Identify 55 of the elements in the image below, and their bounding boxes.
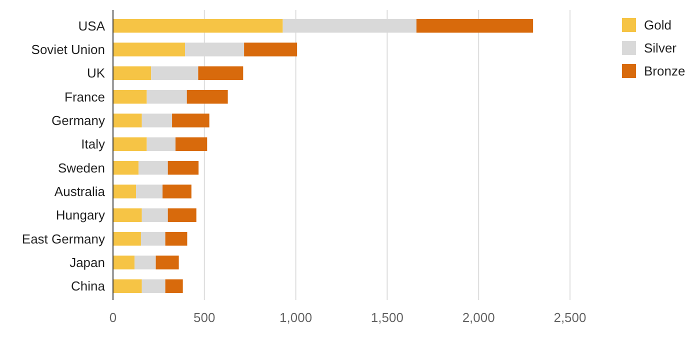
bar — [113, 18, 283, 33]
y-tick-label: Germany — [52, 113, 106, 128]
y-tick-label: Japan — [70, 255, 105, 270]
bar — [165, 232, 188, 246]
x-tick-label: 2,000 — [462, 310, 495, 325]
legend-label: Silver — [644, 40, 678, 56]
bar — [151, 66, 198, 80]
x-tick-label: 0 — [109, 310, 117, 325]
bar — [136, 184, 163, 198]
y-tick-label: Sweden — [58, 160, 105, 176]
bar — [146, 90, 187, 104]
y-tick-label: Australia — [54, 184, 106, 200]
x-tick-label: 1,000 — [280, 310, 312, 325]
bar — [113, 279, 142, 294]
legend-label: Bronze — [644, 64, 686, 79]
bar — [113, 90, 147, 104]
bar — [138, 160, 168, 175]
bar — [156, 256, 179, 270]
y-tick-label: UK — [86, 66, 106, 81]
bar — [113, 42, 186, 56]
bar — [244, 42, 298, 56]
bar — [176, 137, 208, 152]
y-tick-label: USA — [78, 18, 106, 34]
bar — [186, 90, 228, 104]
y-tick-label: East Germany — [22, 231, 106, 246]
y-tick-label: France — [64, 89, 105, 104]
bar — [142, 208, 168, 222]
bar — [113, 160, 139, 175]
bar — [172, 114, 210, 128]
bar — [140, 232, 166, 246]
bar — [165, 279, 183, 294]
y-tick-label: Soviet Union — [31, 42, 105, 58]
bar — [168, 160, 199, 175]
bar — [142, 114, 172, 128]
y-tick-label: Hungary — [56, 208, 106, 223]
bar — [113, 114, 142, 128]
legend-label: Gold — [644, 18, 672, 33]
x-tick-label: 1,500 — [370, 310, 404, 325]
bar — [168, 208, 196, 222]
bar — [162, 184, 192, 198]
bar — [113, 66, 152, 80]
y-tick-label: China — [71, 278, 106, 294]
bar — [113, 256, 135, 270]
bar — [416, 18, 534, 33]
x-tick-label: 500 — [194, 310, 216, 325]
bar — [113, 137, 147, 152]
bar — [113, 208, 142, 222]
bar — [198, 66, 244, 80]
bar — [146, 137, 176, 152]
bar — [142, 279, 166, 294]
x-tick-label: 2,500 — [554, 310, 586, 325]
bar — [113, 184, 136, 198]
bar — [113, 232, 141, 246]
y-tick-label: Italy — [81, 136, 106, 152]
bar — [134, 256, 156, 270]
